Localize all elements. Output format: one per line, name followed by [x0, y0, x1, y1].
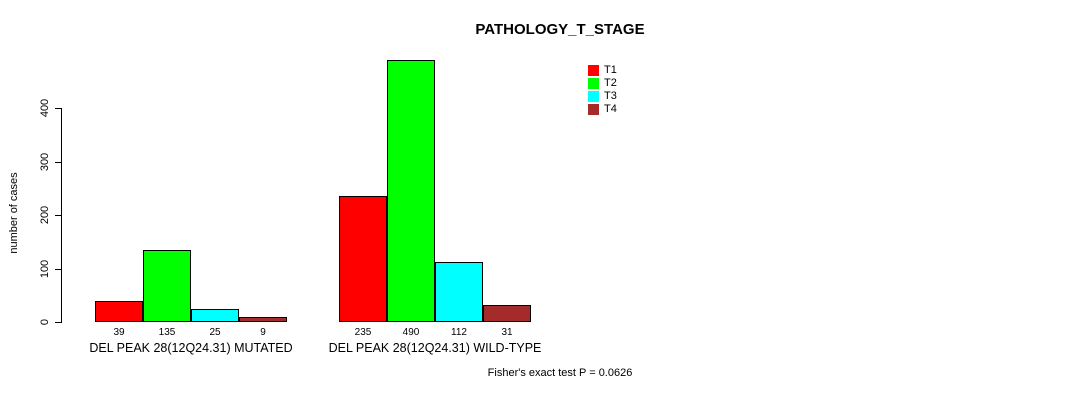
bar-t1-group1 — [95, 301, 143, 322]
bar-t4-group2 — [483, 305, 531, 322]
y-tick-label: 400 — [39, 98, 51, 118]
y-tick-mark — [55, 108, 61, 109]
bar-t3-group1 — [191, 309, 239, 322]
y-tick-mark — [55, 269, 61, 270]
bar-t4-group1 — [239, 317, 287, 322]
y-axis-line — [61, 108, 62, 323]
y-tick-label: 200 — [39, 205, 51, 225]
legend-item-t3: T3 — [588, 90, 617, 103]
y-axis-label: number of cases — [8, 172, 20, 254]
y-tick-label: 100 — [39, 259, 51, 279]
bar-value-label: 25 — [209, 327, 221, 338]
bar-t1-group2 — [339, 196, 387, 322]
bar-value-label: 112 — [451, 327, 467, 338]
legend-label: T3 — [604, 90, 617, 102]
legend-label: T1 — [604, 64, 617, 76]
bar-value-label: 235 — [354, 327, 372, 338]
legend-swatch-icon — [588, 104, 599, 115]
category-label: DEL PEAK 28(12Q24.31) MUTATED — [89, 341, 293, 355]
legend-swatch-icon — [588, 78, 599, 89]
legend-swatch-icon — [588, 91, 599, 102]
y-tick-mark — [55, 162, 61, 163]
bar-t2-group2 — [387, 60, 435, 322]
y-tick-label: 300 — [39, 152, 51, 172]
legend-label: T4 — [604, 103, 617, 115]
legend-label: T2 — [604, 77, 617, 89]
fisher-test-annotation: Fisher's exact test P = 0.0626 — [487, 367, 633, 379]
legend-item-t1: T1 — [588, 64, 617, 77]
chart-title: PATHOLOGY_T_STAGE — [475, 21, 645, 38]
bar-value-label: 9 — [260, 327, 266, 338]
bar-t2-group1 — [143, 250, 191, 322]
bar-t3-group2 — [435, 262, 483, 322]
legend-item-t4: T4 — [588, 103, 617, 116]
legend: T1 T2 T3 T4 — [588, 64, 617, 116]
y-tick-label: 0 — [39, 318, 51, 326]
legend-swatch-icon — [588, 65, 599, 76]
bar-value-label: 39 — [113, 327, 125, 338]
y-tick-mark — [55, 322, 61, 323]
legend-item-t2: T2 — [588, 77, 617, 90]
y-tick-mark — [55, 215, 61, 216]
bar-value-label: 490 — [402, 327, 420, 338]
bar-value-label: 31 — [501, 327, 513, 338]
category-label: DEL PEAK 28(12Q24.31) WILD-TYPE — [328, 341, 542, 355]
bar-value-label: 135 — [158, 327, 176, 338]
